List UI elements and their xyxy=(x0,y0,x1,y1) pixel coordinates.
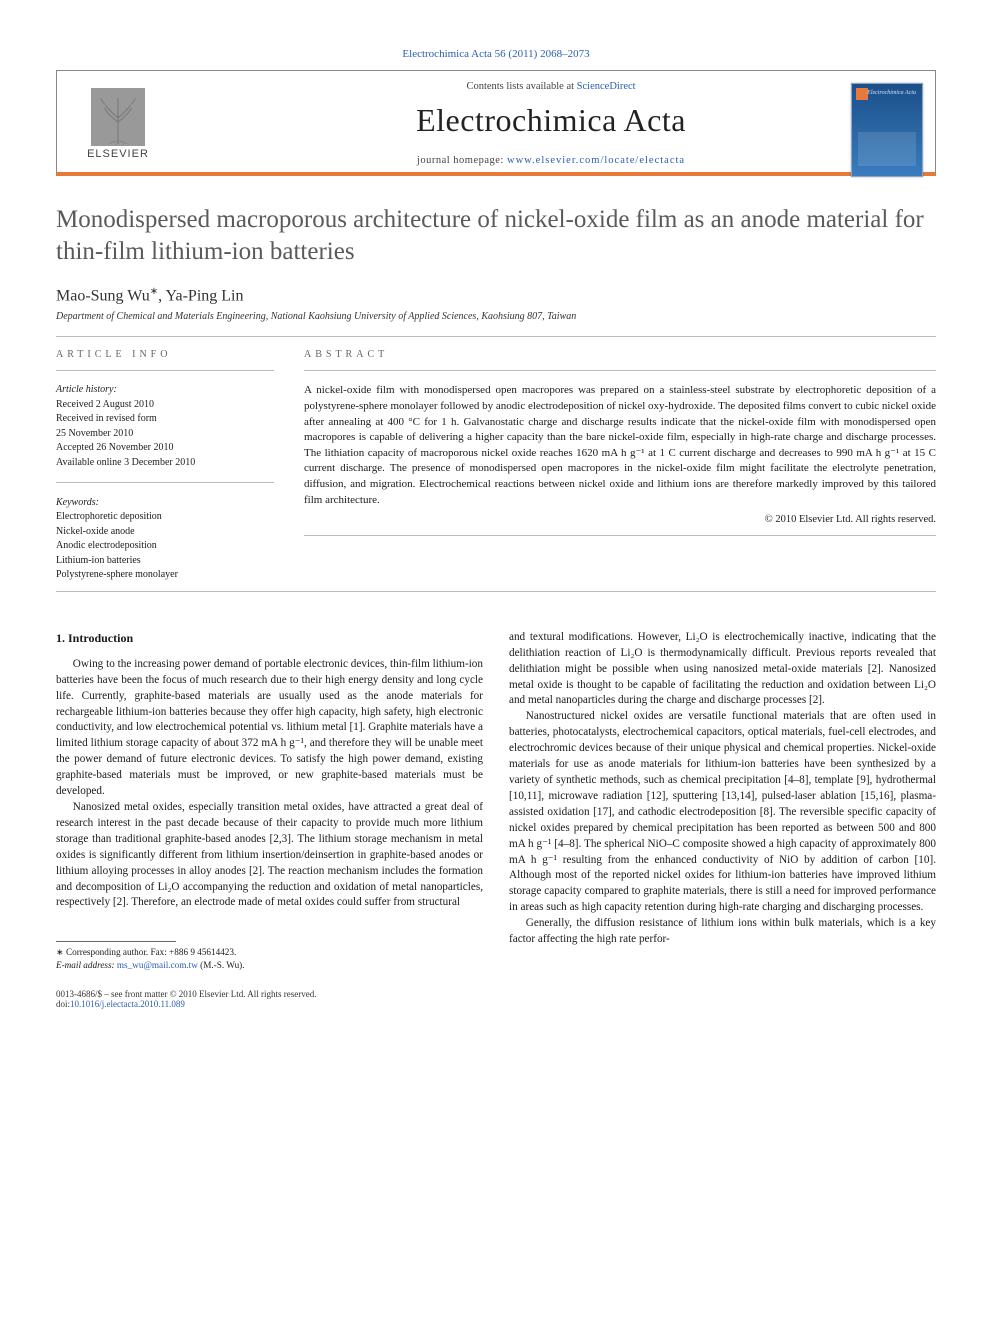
abstract-copyright: © 2010 Elsevier Ltd. All rights reserved… xyxy=(304,514,936,525)
contents-available-line: Contents lists available at ScienceDirec… xyxy=(183,81,919,92)
footer-front-matter: 0013-4686/$ – see front matter © 2010 El… xyxy=(56,989,317,999)
article-history: Article history: Received 2 August 2010 … xyxy=(56,383,274,470)
corresponding-author-footnote: ∗ Corresponding author. Fax: +886 9 4561… xyxy=(56,946,483,971)
divider xyxy=(56,336,936,337)
body-column-left: 1. Introduction Owing to the increasing … xyxy=(56,630,483,971)
page-footer: 0013-4686/$ – see front matter © 2010 El… xyxy=(56,989,936,1009)
authors-line: Mao-Sung Wu∗, Ya-Ping Lin xyxy=(56,286,936,305)
history-accepted: Accepted 26 November 2010 xyxy=(56,442,173,453)
corresponding-marker: ∗ xyxy=(150,286,158,297)
footnote-email-label: E-mail address: xyxy=(56,960,117,970)
keyword: Nickel-oxide anode xyxy=(56,526,135,537)
body-paragraph: and textural modifications. However, Li₂… xyxy=(509,630,936,710)
author-2: Ya-Ping Lin xyxy=(166,287,244,304)
footer-doi-link[interactable]: 10.1016/j.electacta.2010.11.089 xyxy=(70,999,185,1009)
keywords-list: Electrophoretic deposition Nickel-oxide … xyxy=(56,510,274,583)
elsevier-tree-icon xyxy=(91,88,145,146)
homepage-prefix: journal homepage: xyxy=(417,155,507,166)
contents-prefix: Contents lists available at xyxy=(466,81,576,92)
footnote-email-link[interactable]: ms_wu@mail.com.tw xyxy=(117,960,198,970)
body-paragraph: Owing to the increasing power demand of … xyxy=(56,657,483,800)
divider xyxy=(304,535,936,536)
journal-header-box: ELSEVIER Contents lists available at Sci… xyxy=(56,70,936,176)
keyword: Anodic electrodeposition xyxy=(56,540,157,551)
body-column-right: and textural modifications. However, Li₂… xyxy=(509,630,936,971)
citation-line: Electrochimica Acta 56 (2011) 2068–2073 xyxy=(56,48,936,60)
publisher-logo-block: ELSEVIER xyxy=(73,88,163,160)
publisher-name: ELSEVIER xyxy=(87,148,149,160)
footnote-rule xyxy=(56,941,176,942)
abstract-label: ABSTRACT xyxy=(304,349,936,360)
keywords-label: Keywords: xyxy=(56,497,274,508)
journal-name: Electrochimica Acta xyxy=(183,102,919,139)
author-separator: , xyxy=(158,287,165,304)
footnote-email-who: (M.-S. Wu). xyxy=(198,960,245,970)
abstract-text: A nickel-oxide film with monodispersed o… xyxy=(304,383,936,508)
divider xyxy=(56,370,274,371)
history-revised-line1: Received in revised form xyxy=(56,413,157,424)
cover-thumb-title: Electrochimica Acta xyxy=(867,90,916,96)
divider xyxy=(56,482,274,483)
history-online: Available online 3 December 2010 xyxy=(56,457,195,468)
body-paragraph: Generally, the diffusion resistance of l… xyxy=(509,916,936,948)
affiliation: Department of Chemical and Materials Eng… xyxy=(56,311,936,322)
history-label: Article history: xyxy=(56,384,117,395)
journal-cover-thumb: Electrochimica Acta xyxy=(851,83,923,177)
sciencedirect-link[interactable]: ScienceDirect xyxy=(577,81,636,92)
body-paragraph: Nanostructured nickel oxides are versati… xyxy=(509,709,936,916)
citation-link[interactable]: Electrochimica Acta 56 (2011) 2068–2073 xyxy=(402,48,589,60)
history-revised-line2: 25 November 2010 xyxy=(56,428,133,439)
body-paragraph: Nanosized metal oxides, especially trans… xyxy=(56,800,483,911)
article-title: Monodispersed macroporous architecture o… xyxy=(56,204,936,268)
history-received: Received 2 August 2010 xyxy=(56,399,154,410)
footnote-corr: ∗ Corresponding author. Fax: +886 9 4561… xyxy=(56,947,236,957)
section-heading-intro: 1. Introduction xyxy=(56,630,483,647)
homepage-line: journal homepage: www.elsevier.com/locat… xyxy=(183,155,919,166)
homepage-link[interactable]: www.elsevier.com/locate/electacta xyxy=(507,155,685,166)
keyword: Electrophoretic deposition xyxy=(56,511,162,522)
divider xyxy=(304,370,936,371)
footer-doi-label: doi: xyxy=(56,999,70,1009)
keyword: Polystyrene-sphere monolayer xyxy=(56,569,178,580)
divider xyxy=(56,591,936,592)
author-1: Mao-Sung Wu xyxy=(56,287,150,304)
article-info-label: ARTICLE INFO xyxy=(56,349,274,360)
keyword: Lithium-ion batteries xyxy=(56,555,141,566)
